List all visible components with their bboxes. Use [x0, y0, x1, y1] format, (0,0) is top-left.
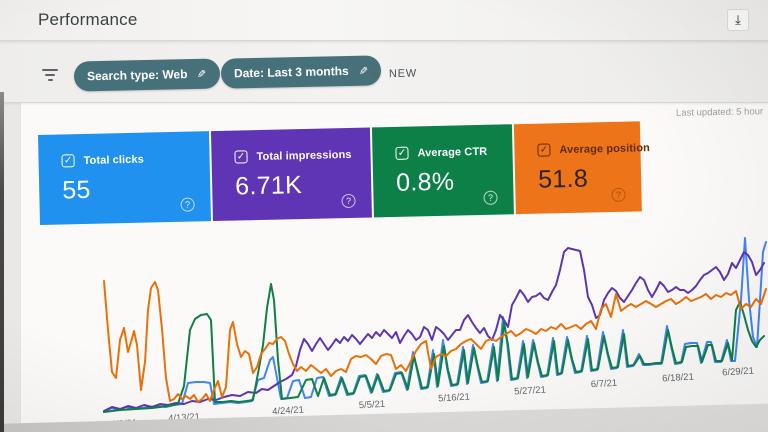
x-axis-label: 5/16/21	[437, 391, 471, 405]
edit-pencil-icon: ✎	[358, 65, 369, 78]
metric-cards-row: ✓ Total clicks 55 ? ✓ Total impressions …	[38, 121, 650, 225]
card-total-clicks[interactable]: ✓ Total clicks 55 ?	[38, 131, 211, 225]
series-total-impressions	[103, 247, 765, 412]
help-icon[interactable]: ?	[180, 197, 195, 212]
series-average-ctr	[103, 283, 765, 413]
card-label: Total clicks	[83, 153, 145, 167]
checkbox-icon[interactable]: ✓	[537, 143, 551, 157]
new-filter-button[interactable]: + NEW	[369, 64, 418, 84]
x-axis-label: 6/29/21	[721, 365, 755, 379]
help-icon[interactable]: ?	[611, 187, 626, 203]
filter-bar: Search type: Web ✎ Date: Last 3 months ✎…	[0, 40, 768, 119]
new-filter-label: NEW	[388, 67, 418, 80]
edit-pencil-icon: ✎	[197, 68, 207, 81]
chip-date-range[interactable]: Date: Last 3 months ✎	[220, 55, 382, 89]
page-title: Performance	[38, 10, 138, 29]
series-average-position	[103, 280, 767, 403]
screen-bezel-edge	[0, 92, 4, 432]
filter-icon[interactable]	[42, 69, 58, 81]
export-download-button[interactable]: ⤓	[727, 9, 749, 31]
card-label: Total impressions	[256, 148, 352, 163]
card-label: Average CTR	[417, 145, 488, 159]
chip-search-type[interactable]: Search type: Web ✎	[73, 58, 221, 92]
card-label: Average position	[559, 141, 651, 156]
last-updated-text: Last updated: 5 hour	[675, 106, 764, 119]
series-total-clicks	[103, 237, 767, 413]
app-header: Performance ⤓	[0, 0, 768, 41]
checkbox-icon[interactable]: ✓	[61, 154, 75, 168]
card-total-impressions[interactable]: ✓ Total impressions 6.71K ?	[210, 127, 372, 222]
chip-date-range-label: Date: Last 3 months	[233, 64, 349, 81]
help-icon[interactable]: ?	[341, 193, 356, 209]
plus-icon: +	[369, 64, 381, 84]
download-icon: ⤓	[735, 12, 741, 27]
checkbox-icon[interactable]: ✓	[234, 150, 248, 164]
card-average-position[interactable]: ✓ Average position 51.8 ?	[513, 121, 650, 215]
help-icon[interactable]: ?	[483, 190, 498, 205]
checkbox-icon[interactable]: ✓	[395, 146, 409, 160]
chip-search-type-label: Search type: Web	[86, 67, 188, 84]
x-axis-label: 5/5/21	[358, 398, 386, 412]
card-value: 51.8	[537, 164, 589, 194]
x-axis-label: 6/18/21	[661, 371, 695, 385]
x-axis-label: 6/7/21	[590, 377, 618, 391]
x-axis-label: 5/27/21	[513, 384, 547, 398]
card-average-ctr[interactable]: ✓ Average CTR 0.8% ?	[371, 124, 514, 218]
